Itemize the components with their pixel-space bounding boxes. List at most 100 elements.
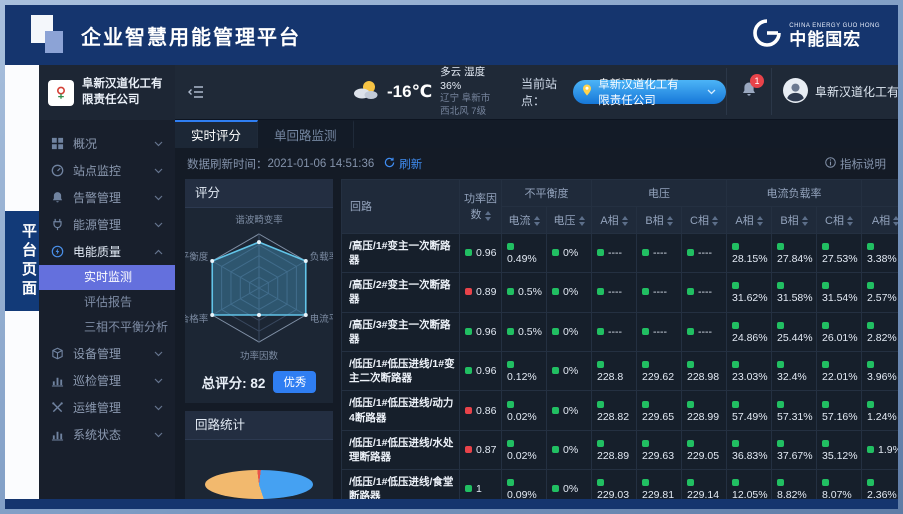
value-cell: 0.5% [501, 311, 547, 353]
refresh-button[interactable]: 刷新 [384, 156, 422, 172]
score-radar-chart: 谐波畸变率负载率电流平衡度功率因数 合格率 不平衡度 [185, 208, 333, 369]
sidebar-item-ops-mgmt[interactable]: 运维管理 [39, 394, 175, 421]
sort-icon[interactable] [801, 216, 808, 227]
value-cell: 0% [546, 232, 592, 274]
bar-chart-icon [51, 428, 64, 441]
sort-icon[interactable] [756, 216, 763, 227]
status-dot-green [777, 282, 784, 290]
status-dot-green [465, 367, 472, 375]
status-dot-green [642, 439, 649, 447]
sort-icon[interactable] [711, 216, 718, 227]
indicator-help-button[interactable]: 指标说明 [825, 156, 886, 172]
sort-icon[interactable] [578, 216, 585, 227]
value-cell: 0% [546, 469, 592, 499]
loop-name-cell[interactable]: /低压/1#低压进线/1#变主二次断路器 [341, 350, 460, 392]
tab-single-loop-monitor[interactable]: 单回路监测 [258, 119, 354, 148]
left-gutter: 平台页面 [5, 65, 39, 499]
sidebar-item-device-mgmt[interactable]: 设备管理 [39, 340, 175, 367]
status-dot-green [687, 439, 694, 447]
notifications-button[interactable]: 1 [726, 68, 772, 116]
sidebar-item-power-quality[interactable]: 电能质量 [39, 238, 175, 265]
status-dot-green [597, 361, 604, 369]
chevron-up-icon [154, 249, 163, 255]
status-dot-green [732, 282, 739, 290]
status-dot-green [507, 288, 514, 296]
tab-realtime-score[interactable]: 实时评分 [175, 119, 259, 148]
sidebar-subitem[interactable]: 三相不平衡分析 [84, 320, 169, 335]
collapse-sidebar-icon[interactable] [187, 85, 204, 99]
user-name: 阜新汉道化工有限责任公 [815, 85, 898, 100]
status-dot-green [642, 249, 649, 257]
chevron-down-icon [154, 378, 163, 384]
chevron-down-icon [154, 141, 163, 147]
value-cell: 31.54% [816, 272, 862, 313]
sidebar-item-overview[interactable]: 概况 [39, 130, 175, 157]
cube-icon [51, 347, 64, 360]
value-cell: ---- [681, 311, 727, 353]
loop-name-cell[interactable]: /高压/3#变主一次断路器 [341, 311, 460, 353]
status-dot-green [732, 361, 739, 369]
status-dot-green [597, 479, 604, 487]
platform-page-tab[interactable]: 平台页面 [5, 211, 39, 311]
station-label: 当前站点： [520, 76, 557, 108]
status-dot-green [597, 400, 604, 408]
status-dot-green [597, 327, 604, 335]
table-row: /高压/3#变主一次断路器 0.96 0.5% 0% ---- ---- ---- 24.86… [341, 311, 898, 353]
sort-icon[interactable] [893, 216, 898, 227]
value-cell: 36.83% [726, 429, 772, 471]
brand-tagline: CHINA ENERGY GUO HONG [789, 22, 880, 29]
table-row: /低压/1#低压进线/动力4断路器 0.86 0.02% 0% 228.82 229.65… [341, 390, 898, 431]
status-dot-green [822, 282, 829, 290]
loop-name-cell[interactable]: /低压/1#低压进线/食堂断路器 [341, 469, 460, 499]
status-dot-green [732, 439, 739, 447]
sidebar-item-energy-mgmt[interactable]: 能源管理 [39, 211, 175, 238]
sidebar-item-alarm-mgmt[interactable]: 告警管理 [39, 184, 175, 211]
radar-axis-label: 合格率 [185, 313, 209, 325]
status-dot-green [732, 321, 739, 329]
status-dot-green [732, 400, 739, 408]
data-refresh-line: 数据刷新时间： 2021-01-06 14:51:36 刷新 [185, 154, 898, 179]
company-header: 阜新汉道化工有限责任公司 [39, 65, 175, 121]
value-cell: 31.58% [771, 272, 817, 313]
value-cell: 0.87 [459, 429, 502, 471]
col-subheader: A相 [591, 205, 637, 234]
value-cell: 12.05% [726, 469, 772, 499]
value-cell: 24.86% [726, 311, 772, 353]
loop-name-cell[interactable]: /低压/1#低压进线/动力4断路器 [341, 390, 460, 431]
brand-logo-icon [751, 17, 783, 54]
bar-chart-icon [51, 374, 64, 387]
value-cell: 8.82% [771, 469, 817, 499]
status-dot-green [732, 243, 739, 251]
status-dot-green [507, 361, 514, 369]
chevron-down-icon [154, 405, 163, 411]
sidebar-item-system-status[interactable]: 系统状态 [39, 421, 175, 448]
plug-icon [51, 218, 64, 231]
weather-location: 辽宁 阜新市 西北风 7级 [440, 93, 491, 118]
col-group-header: 电压 [591, 178, 727, 207]
sidebar-item-inspection-mgmt[interactable]: 巡检管理 [39, 367, 175, 394]
value-cell: 228.82 [591, 390, 637, 431]
sort-icon[interactable] [846, 216, 853, 227]
sidebar-subitem[interactable]: 评估报告 [84, 295, 133, 310]
value-cell: 8.07% [816, 469, 862, 499]
value-cell: ---- [636, 311, 682, 353]
loop-name-cell[interactable]: /低压/1#低压进线/水处理断路器 [341, 429, 460, 471]
sort-icon[interactable] [666, 216, 673, 227]
grade-badge[interactable]: 优秀 [273, 370, 317, 393]
value-cell: 0.5% [501, 272, 547, 313]
loop-donut-chart [205, 469, 313, 499]
bolt-circle-icon [51, 245, 64, 258]
status-dot-green [642, 361, 649, 369]
sort-icon[interactable] [484, 210, 491, 221]
loop-name-cell[interactable]: /高压/2#变主一次断路器 [341, 272, 460, 313]
status-dot-green [822, 361, 829, 369]
loop-name-cell[interactable]: /高压/1#变主一次断路器 [341, 232, 460, 274]
station-dropdown[interactable]: 阜新汉道化工有限责任公司 [573, 79, 726, 107]
sidebar-item-station-monitor[interactable]: 站点监控 [39, 157, 175, 184]
user-menu[interactable]: 阜新汉道化工有限责任公 [772, 77, 898, 106]
sort-icon[interactable] [533, 216, 540, 227]
sidebar-subitem[interactable]: 实时监测 [39, 265, 175, 291]
status-dot-green [822, 400, 829, 408]
sort-icon[interactable] [621, 216, 628, 227]
